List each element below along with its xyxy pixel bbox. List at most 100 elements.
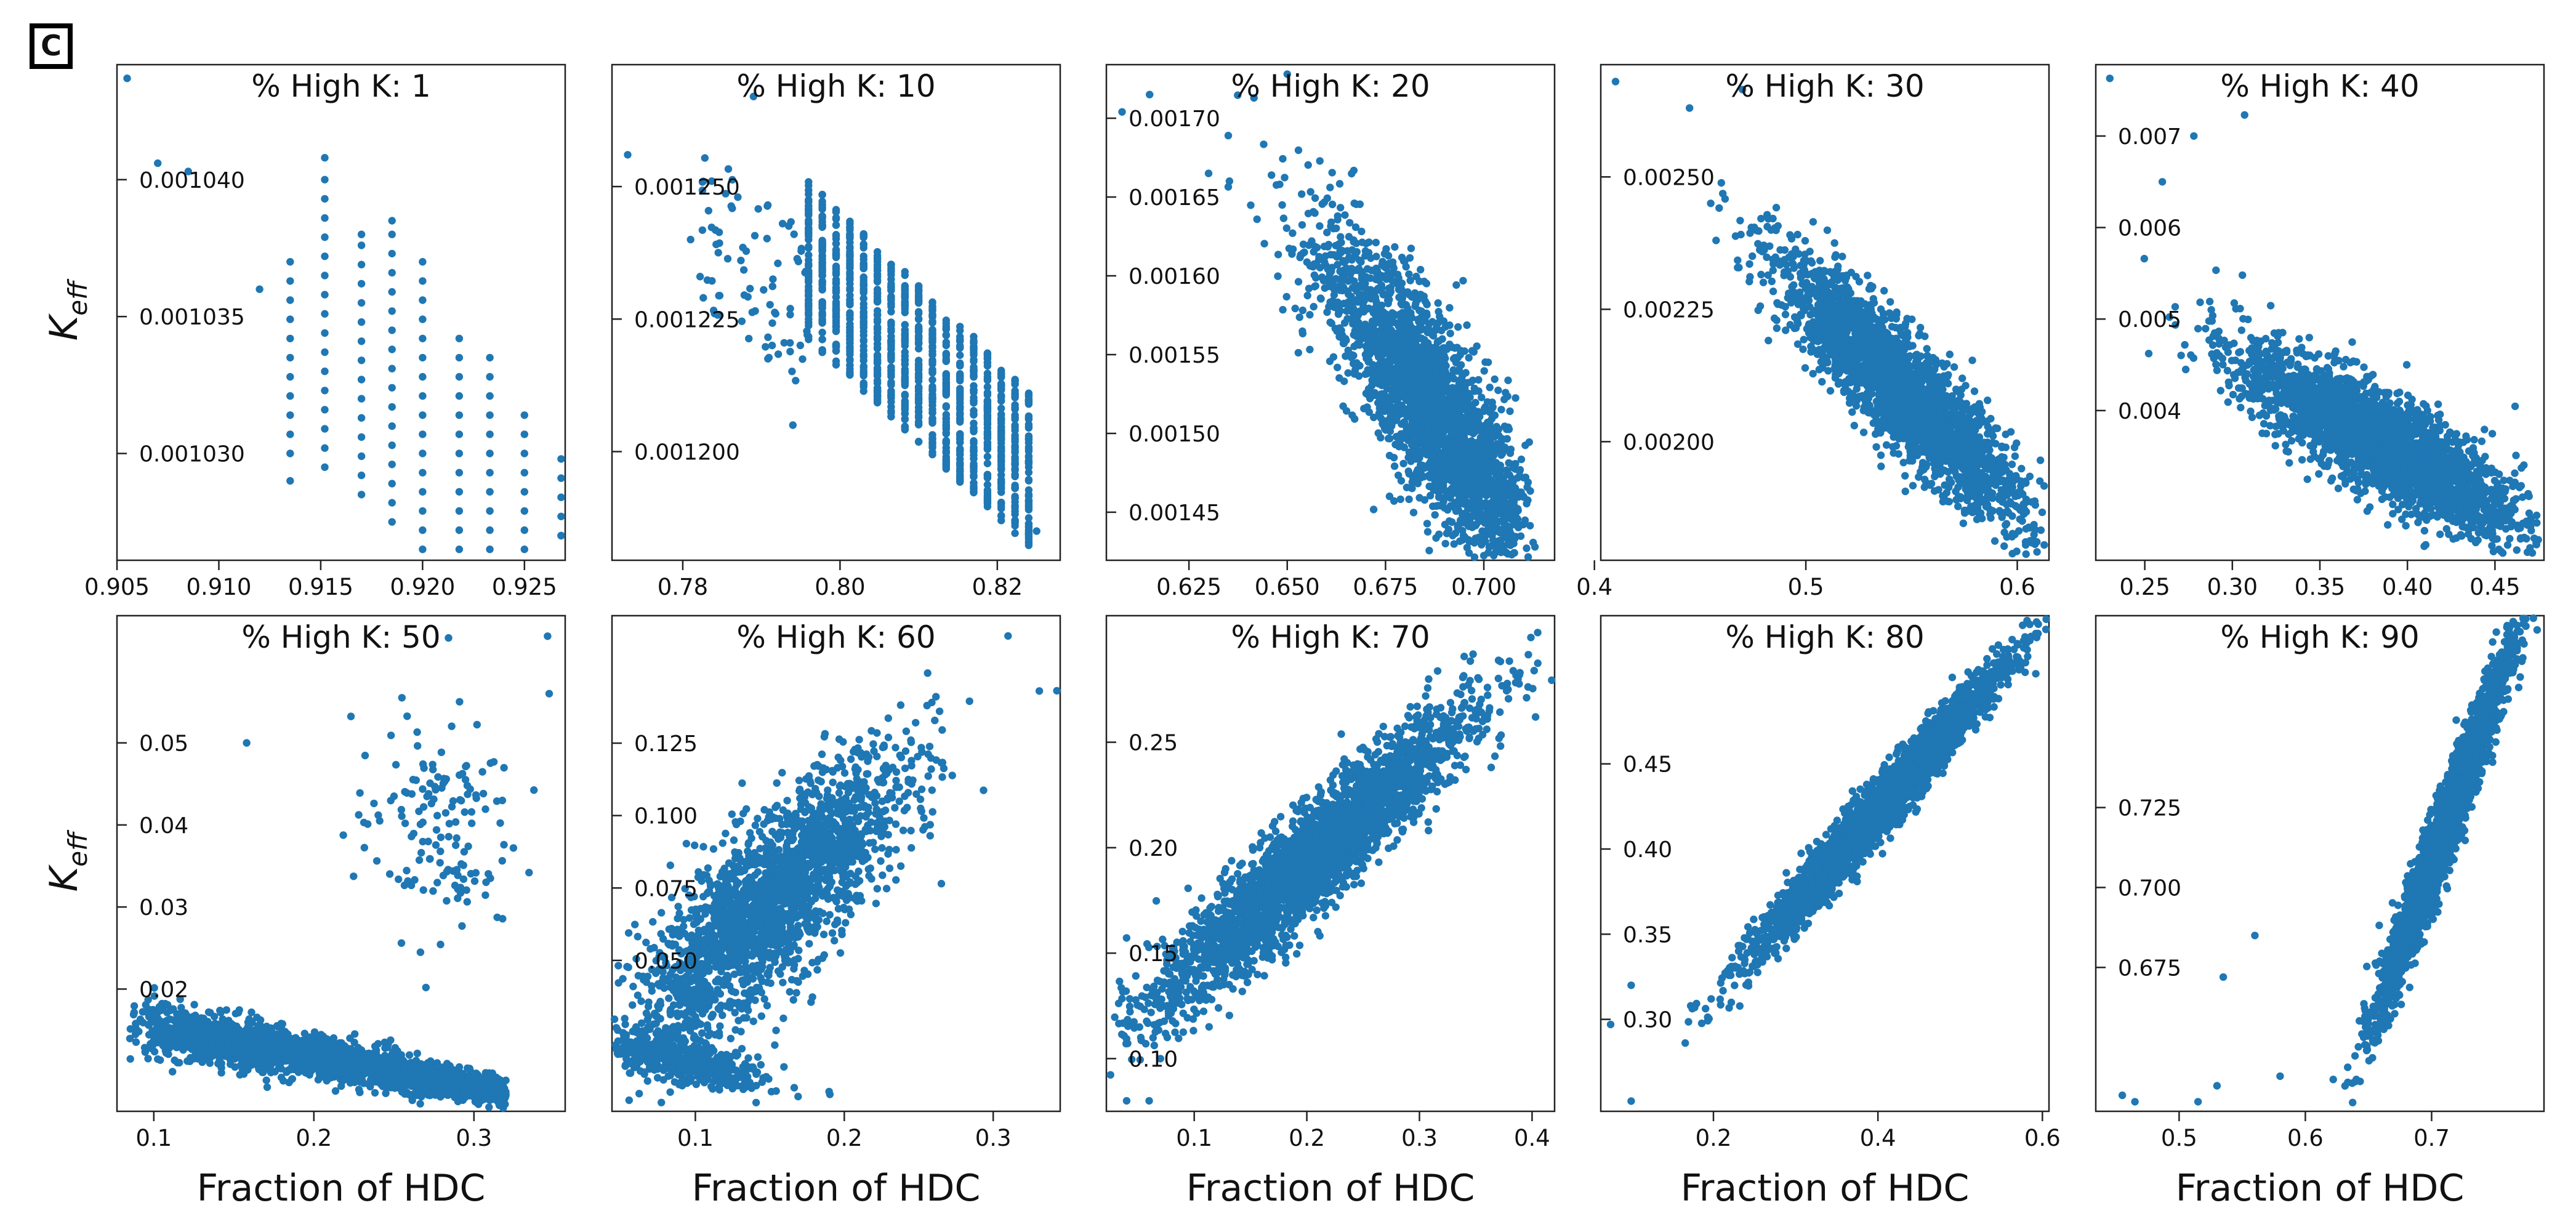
data-point	[486, 430, 493, 438]
data-point	[456, 335, 463, 342]
data-point	[1025, 439, 1032, 446]
data-point	[704, 276, 711, 284]
data-point	[915, 361, 922, 368]
data-point	[286, 315, 294, 323]
data-point	[388, 326, 396, 334]
data-point	[928, 344, 936, 352]
data-point	[984, 359, 991, 366]
data-point	[764, 334, 771, 341]
data-point	[286, 373, 294, 380]
data-point	[1370, 505, 1377, 513]
data-point	[749, 308, 756, 316]
data-point	[388, 422, 396, 430]
data-point	[874, 298, 881, 305]
data-point	[486, 469, 493, 477]
data-point	[419, 354, 426, 361]
data-point	[818, 259, 826, 266]
data-point	[765, 354, 773, 361]
data-point	[321, 176, 328, 183]
data-point	[832, 313, 840, 320]
data-point	[321, 406, 328, 413]
data-point	[860, 273, 867, 281]
data-point	[286, 296, 294, 304]
data-point	[321, 387, 328, 394]
data-point	[818, 212, 826, 220]
data-point	[456, 392, 463, 400]
data-point	[286, 392, 294, 400]
data-point	[943, 342, 950, 349]
data-point	[860, 241, 867, 248]
data-point	[419, 469, 426, 477]
data-point	[984, 369, 991, 377]
data-point	[1463, 321, 1470, 329]
data-point	[763, 235, 771, 242]
data-point	[1435, 308, 1442, 315]
data-point	[874, 344, 881, 352]
data-point	[1011, 517, 1018, 524]
data-point	[956, 430, 964, 438]
data-point	[1283, 224, 1290, 232]
data-point	[901, 392, 909, 400]
data-point	[860, 281, 867, 289]
data-point	[943, 402, 950, 409]
data-point	[1247, 201, 1254, 209]
data-point	[846, 251, 853, 259]
data-point	[751, 232, 759, 240]
data-point	[901, 305, 909, 313]
data-point	[1329, 201, 1336, 208]
y-tick-label: 0.001030	[139, 442, 245, 467]
data-point	[797, 342, 804, 349]
data-point	[760, 286, 767, 294]
data-point	[803, 331, 811, 339]
data-point	[846, 345, 853, 353]
data-point	[388, 461, 396, 468]
data-point	[984, 472, 991, 479]
data-point	[557, 513, 565, 520]
data-point	[915, 315, 922, 323]
data-point	[701, 154, 709, 161]
data-point	[901, 268, 909, 275]
data-point	[358, 337, 365, 345]
data-point	[728, 203, 735, 210]
data-point	[775, 350, 782, 358]
data-point	[557, 474, 565, 481]
data-point	[358, 472, 365, 479]
data-point	[1011, 481, 1018, 489]
data-point	[997, 464, 1005, 472]
data-point	[321, 368, 328, 375]
data-point	[915, 332, 922, 340]
data-point	[794, 255, 801, 262]
data-point	[997, 430, 1005, 438]
data-point	[358, 231, 365, 238]
data-point	[970, 424, 977, 432]
data-point	[456, 373, 463, 380]
data-point	[486, 526, 493, 534]
data-point	[797, 248, 805, 255]
data-point	[943, 323, 950, 330]
data-point	[805, 302, 812, 309]
data-point	[956, 418, 964, 425]
x-tick-label: 0.915	[288, 574, 353, 600]
data-point	[860, 379, 867, 387]
data-point	[1025, 531, 1032, 538]
data-point	[788, 368, 795, 375]
data-point	[997, 424, 1005, 431]
data-point	[901, 329, 909, 337]
data-point	[915, 418, 922, 425]
data-point	[419, 507, 426, 515]
data-point	[956, 451, 964, 458]
data-point	[286, 258, 294, 265]
data-point	[805, 209, 812, 216]
data-point	[818, 329, 826, 336]
x-tick-label: 0.905	[84, 574, 150, 600]
data-point	[984, 460, 991, 467]
data-point	[997, 479, 1005, 486]
x-tick-label: 0.920	[390, 574, 455, 600]
data-point	[1278, 201, 1286, 209]
data-point	[887, 398, 895, 406]
data-point	[767, 301, 774, 308]
data-point	[557, 455, 565, 462]
data-point	[818, 241, 826, 248]
data-point	[874, 365, 881, 372]
data-point	[915, 385, 922, 392]
